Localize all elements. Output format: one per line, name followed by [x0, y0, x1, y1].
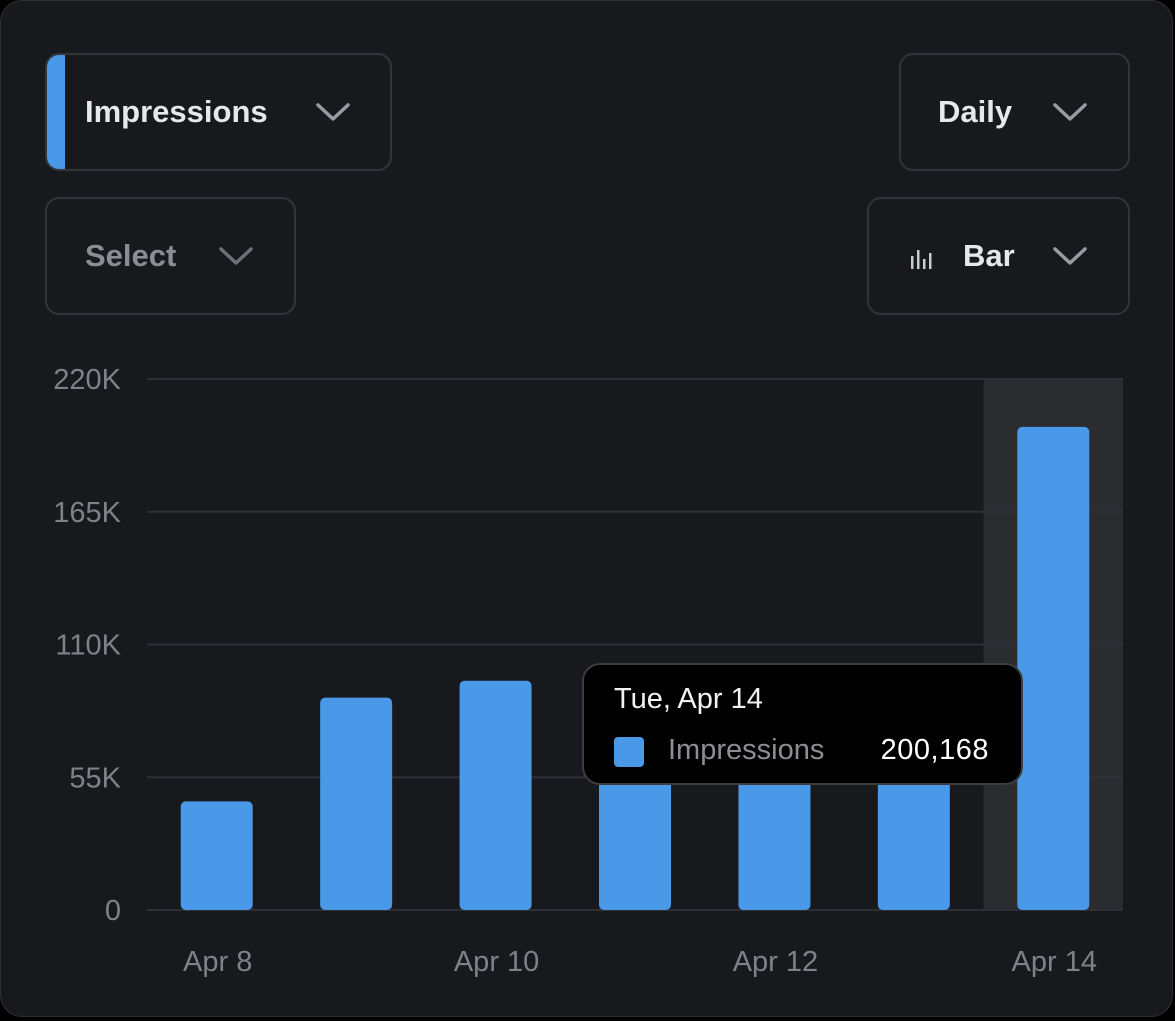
metric-color-indicator: [47, 55, 65, 169]
bar-apr-8[interactable]: [180, 801, 253, 910]
chart-type-dropdown-label: Bar: [963, 238, 1015, 273]
x-tick-label: Apr 8: [183, 946, 252, 978]
y-tick-label: 55K: [69, 762, 121, 794]
y-tick-label: 165K: [53, 497, 121, 529]
bar-apr-14[interactable]: [1017, 426, 1090, 910]
chart-type-dropdown[interactable]: Bar: [867, 197, 1130, 315]
y-tick-label: 220K: [53, 364, 121, 396]
x-tick-label: Apr 12: [733, 946, 818, 978]
chevron-down-icon: [219, 247, 253, 265]
metric-dropdown[interactable]: Impressions: [45, 53, 392, 171]
compare-dropdown-label: Select: [85, 238, 177, 273]
period-dropdown[interactable]: Daily: [899, 53, 1130, 171]
chevron-down-icon: [1053, 103, 1087, 121]
compare-dropdown[interactable]: Select: [45, 197, 296, 315]
bar-apr-10[interactable]: [459, 680, 532, 910]
tooltip-value: 200,168: [880, 734, 989, 766]
chevron-down-icon: [316, 103, 350, 121]
period-dropdown-label: Daily: [938, 94, 1013, 129]
bar-chart-icon: [911, 250, 932, 269]
x-tick-label: Apr 10: [454, 946, 539, 978]
metric-dropdown-label: Impressions: [85, 94, 268, 129]
tooltip-series-name: Impressions: [668, 734, 825, 766]
y-tick-label: 0: [105, 895, 121, 927]
x-tick-label: Apr 14: [1012, 946, 1097, 978]
chevron-down-icon: [1053, 247, 1087, 265]
bar-apr-9[interactable]: [320, 697, 393, 910]
tooltip-date: Tue, Apr 14: [614, 683, 763, 715]
tooltip-series-swatch: [614, 737, 644, 767]
y-tick-label: 110K: [55, 630, 121, 662]
chart-tooltip: Tue, Apr 14 Impressions 200,168: [582, 663, 1023, 785]
